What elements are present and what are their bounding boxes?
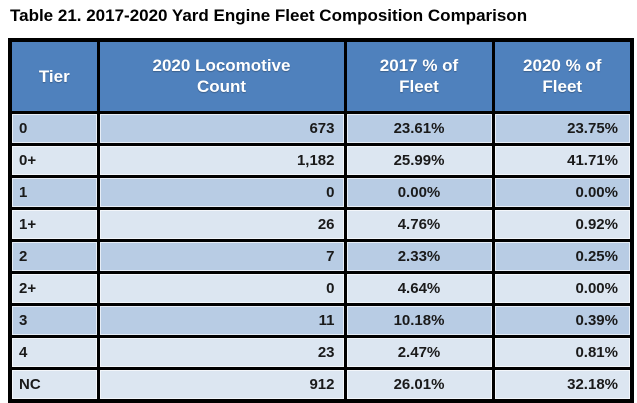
table-row: 4 23 2.47% 0.81% xyxy=(8,334,634,370)
table-row: 2+ 0 4.64% 0.00% xyxy=(8,270,634,306)
cell-2020-pct: 41.71% xyxy=(491,142,634,178)
cell-tier: 1 xyxy=(8,174,100,210)
table-row: 2 7 2.33% 0.25% xyxy=(8,238,634,274)
cell-2020-pct: 0.81% xyxy=(491,334,634,370)
cell-2017-pct: 10.18% xyxy=(343,302,495,338)
cell-2017-pct: 2.33% xyxy=(343,238,495,274)
cell-2020-pct: 0.39% xyxy=(491,302,634,338)
column-header-tier-label: Tier xyxy=(38,66,70,86)
cell-tier: NC xyxy=(8,366,100,402)
cell-2017-pct: 2.47% xyxy=(343,334,495,370)
cell-tier: 2+ xyxy=(8,270,100,306)
cell-2020-pct: 0.00% xyxy=(491,270,634,306)
cell-2017-pct: 4.64% xyxy=(343,270,495,306)
column-header-2017-pct-label: 2017 % of Fleet xyxy=(379,56,459,97)
cell-2020-pct: 32.18% xyxy=(491,366,634,402)
table-row: 0+ 1,182 25.99% 41.71% xyxy=(8,142,634,178)
cell-2017-pct: 4.76% xyxy=(343,206,495,242)
table-body: 0 673 23.61% 23.75% 0+ 1,182 25.99% 41.71% 1 0 0.0… xyxy=(8,110,634,402)
column-header-tier: Tier xyxy=(8,38,100,114)
table-row: 1 0 0.00% 0.00% xyxy=(8,174,634,210)
cell-tier: 0 xyxy=(8,110,100,146)
cell-2017-pct: 25.99% xyxy=(343,142,495,178)
table-row: NC 912 26.01% 32.18% xyxy=(8,366,634,402)
cell-2020-count: 0 xyxy=(96,174,347,210)
column-header-2020-count: 2020 Locomotive Count xyxy=(96,38,347,114)
table-title: Table 21. 2017-2020 Yard Engine Fleet Co… xyxy=(10,6,528,25)
table-header: Tier 2020 Locomotive Count 2017 % of Fle… xyxy=(8,38,634,114)
table-row: 1+ 26 4.76% 0.92% xyxy=(8,206,634,242)
cell-2017-pct: 23.61% xyxy=(343,110,495,146)
cell-2020-count: 26 xyxy=(96,206,347,242)
cell-2020-pct: 0.25% xyxy=(491,238,634,274)
column-header-2020-pct-label: 2020 % of Fleet xyxy=(523,56,602,97)
cell-2020-pct: 0.92% xyxy=(491,206,634,242)
cell-2020-count: 11 xyxy=(96,302,347,338)
cell-tier: 3 xyxy=(8,302,100,338)
table-row: 3 11 10.18% 0.39% xyxy=(8,302,634,338)
cell-2020-count: 673 xyxy=(96,110,347,146)
cell-2020-count: 23 xyxy=(96,334,347,370)
cell-2020-pct: 0.00% xyxy=(491,174,634,210)
table-row: 0 673 23.61% 23.75% xyxy=(8,110,634,146)
cell-2020-count: 912 xyxy=(96,366,347,402)
cell-2017-pct: 26.01% xyxy=(343,366,495,402)
cell-tier: 2 xyxy=(8,238,100,274)
column-header-2020-pct: 2020 % of Fleet xyxy=(491,38,634,114)
cell-tier: 1+ xyxy=(8,206,100,242)
cell-2020-count: 7 xyxy=(96,238,347,274)
cell-2017-pct: 0.00% xyxy=(343,174,495,210)
cell-2020-pct: 23.75% xyxy=(491,110,634,146)
cell-2020-count: 0 xyxy=(96,270,347,306)
cell-2020-count: 1,182 xyxy=(96,142,347,178)
header-row: Tier 2020 Locomotive Count 2017 % of Fle… xyxy=(8,38,634,114)
fleet-composition-table: Tier 2020 Locomotive Count 2017 % of Fle… xyxy=(8,38,634,403)
column-header-2017-pct: 2017 % of Fleet xyxy=(343,38,495,114)
cell-tier: 0+ xyxy=(8,142,100,178)
cell-tier: 4 xyxy=(8,334,100,370)
column-header-2020-count-label: 2020 Locomotive Count xyxy=(152,56,291,97)
